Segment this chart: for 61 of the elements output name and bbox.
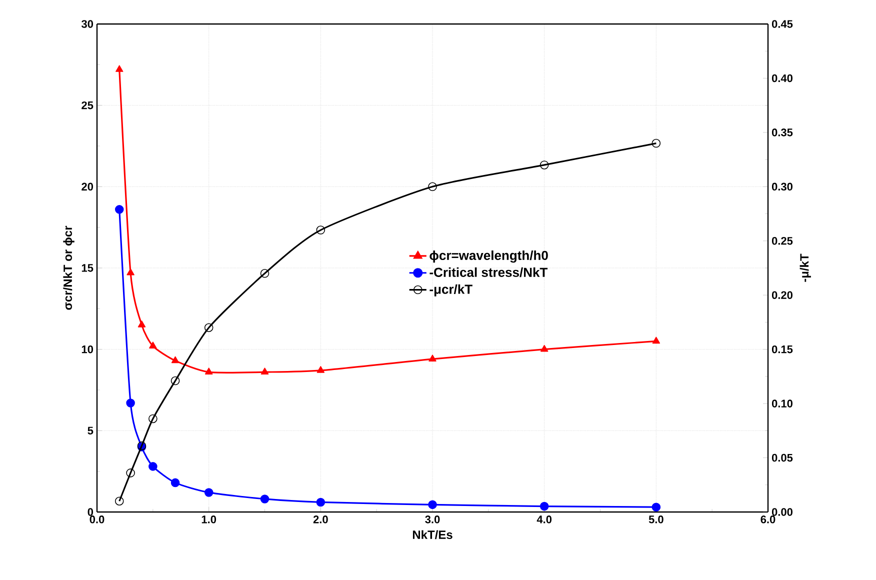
y2-tick-label: 0.20 <box>772 291 792 299</box>
y2-tick-label: 0.45 <box>772 20 793 28</box>
x-tick-label: 3.0 <box>425 516 440 524</box>
point <box>652 138 661 148</box>
x-tick-label: 1.0 <box>202 516 216 524</box>
point <box>138 320 146 328</box>
point <box>428 354 436 362</box>
point <box>260 368 269 374</box>
point <box>171 356 180 364</box>
point <box>428 500 437 510</box>
point <box>170 376 180 386</box>
y2-tick-label: 0.10 <box>772 400 792 408</box>
x-tick-label: 2.0 <box>313 516 328 524</box>
y2-tick-label: 0.00 <box>772 508 792 516</box>
y-tick-label: 15 <box>82 264 94 272</box>
legend-label: ϕcr=wavelength/h0 <box>430 250 548 263</box>
point <box>170 478 180 488</box>
point <box>316 226 326 234</box>
y-tick-label: 30 <box>81 20 94 28</box>
point <box>148 414 158 424</box>
point <box>260 269 270 278</box>
point <box>316 498 326 507</box>
y-tick-label: 0 <box>88 508 94 516</box>
point <box>114 496 124 506</box>
y-axis-title: σcr/NkT or ϕcr <box>63 226 74 310</box>
y2-axis-title: -μ/kT <box>800 254 811 282</box>
y-tick-label: 20 <box>82 182 94 191</box>
point <box>148 462 158 471</box>
point <box>116 65 124 72</box>
y2-tick-label: 0.40 <box>772 74 792 82</box>
x-tick-label: 0.0 <box>90 516 104 524</box>
point <box>126 268 134 276</box>
y2-tick-label: 0.05 <box>772 454 793 462</box>
x-tick-label: 5.0 <box>648 516 664 524</box>
y2-tick-label: 0.25 <box>772 236 793 245</box>
legend-label: -Critical stress/NkT <box>430 267 548 278</box>
x-axis-title: NkT/Es <box>412 530 452 540</box>
point <box>316 366 325 373</box>
y2-tick-label: 0.30 <box>772 182 792 191</box>
point <box>652 336 660 344</box>
y-tick-label: 5 <box>88 426 94 434</box>
point <box>540 344 548 352</box>
point <box>540 502 549 511</box>
point <box>260 494 270 504</box>
point <box>149 342 157 348</box>
point <box>204 323 214 332</box>
point <box>126 398 135 408</box>
point <box>652 502 661 512</box>
point <box>428 182 437 192</box>
legend-label: -μcr/kT <box>430 284 472 296</box>
y-tick-label: 25 <box>82 101 94 110</box>
y2-tick-label: 0.15 <box>772 345 793 354</box>
y-tick-label: 10 <box>82 345 94 354</box>
point <box>540 160 549 170</box>
point <box>114 205 124 214</box>
y2-tick-label: 0.35 <box>772 128 793 136</box>
x-tick-label: 6.0 <box>760 516 776 524</box>
point <box>126 468 135 478</box>
point <box>204 488 214 497</box>
x-tick-label: 4.0 <box>536 516 552 524</box>
point <box>204 368 213 374</box>
